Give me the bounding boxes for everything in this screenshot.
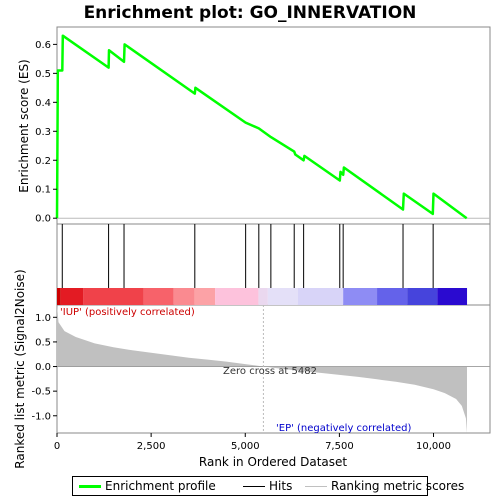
es-y-tick-label: 0.2 [35, 156, 51, 167]
es-y-tick-label: 0.0 [35, 214, 51, 225]
legend-item-hits: Hits [243, 479, 292, 493]
heatmap-band [194, 288, 216, 305]
heatmap-band [267, 288, 298, 305]
heatmap-band [343, 288, 378, 305]
es-y-tick-label: 0.1 [35, 185, 51, 196]
es-y-tick-label: 0.5 [35, 69, 51, 80]
metric-y-tick-label: 0.0 [35, 362, 51, 373]
es-panel [56, 26, 491, 225]
x-tick-label: 5,000 [231, 441, 260, 452]
metric-y-tick-label: -0.5 [31, 387, 51, 398]
es-y-tick-label: 0.6 [35, 40, 51, 51]
legend-swatch-metric [305, 486, 327, 487]
x-axis-label: Rank in Ordered Dataset [199, 455, 347, 469]
legend-swatch-hits [243, 486, 265, 487]
ranking-metric-area [57, 305, 467, 433]
heatmap-band [297, 288, 344, 305]
legend-swatch-enrichment [79, 485, 101, 488]
legend-label-metric: Ranking metric scores [331, 479, 465, 493]
heatmap-band [258, 288, 268, 305]
heatmap-band [407, 288, 438, 305]
zero-cross-annotation: Zero cross at 5482 [223, 366, 317, 377]
es-y-tick-label: 0.4 [35, 98, 51, 109]
heatmap-bar [57, 288, 468, 305]
metric-y-tick-label: 1.0 [35, 313, 51, 324]
metric-y-tick-label: -1.0 [31, 411, 51, 422]
metric-axis-label: Ranked list metric (Signal2Noise) [13, 269, 27, 468]
es-layer [55, 34, 490, 220]
legend-label-enrichment: Enrichment profile [105, 479, 216, 493]
heatmap-band [60, 288, 84, 305]
x-tick-label: 0 [54, 441, 60, 452]
heatmap-band [437, 288, 468, 305]
metric-layer [57, 305, 490, 433]
heatmap-band [377, 288, 408, 305]
axes: 0.0 0.1 0.2 0.3 0.4 0.5 0.6 -1.0 -0.5 0.0 0.5 1.0 0 2… [31, 40, 451, 452]
enrichment-profile-line [55, 34, 468, 220]
x-tick-label: 2,500 [137, 441, 166, 452]
negative-annotation: 'EP' (negatively correlated) [276, 423, 411, 434]
legend-item-enrichment: Enrichment profile [79, 479, 216, 493]
chart-title: Enrichment plot: GO_INNERVATION [84, 3, 417, 23]
legend-item-metric: Ranking metric scores [305, 479, 464, 493]
legend-label-hits: Hits [269, 479, 293, 493]
metric-y-tick-label: 0.5 [35, 337, 51, 348]
positive-annotation: 'IUP' (positively correlated) [60, 307, 195, 318]
hits-layer [61, 224, 434, 288]
legend: Enrichment profile Hits Ranking metric s… [72, 476, 464, 496]
x-tick-label: 10,000 [416, 441, 451, 452]
x-tick-label: 7,500 [325, 441, 354, 452]
heatmap-band [57, 288, 61, 305]
es-y-tick-label: 0.3 [35, 127, 51, 138]
heatmap-band [83, 288, 144, 305]
heatmap-band [143, 288, 174, 305]
es-axis-label: Enrichment score (ES) [17, 59, 31, 192]
heatmap-band [173, 288, 195, 305]
heatmap-band [215, 288, 259, 305]
